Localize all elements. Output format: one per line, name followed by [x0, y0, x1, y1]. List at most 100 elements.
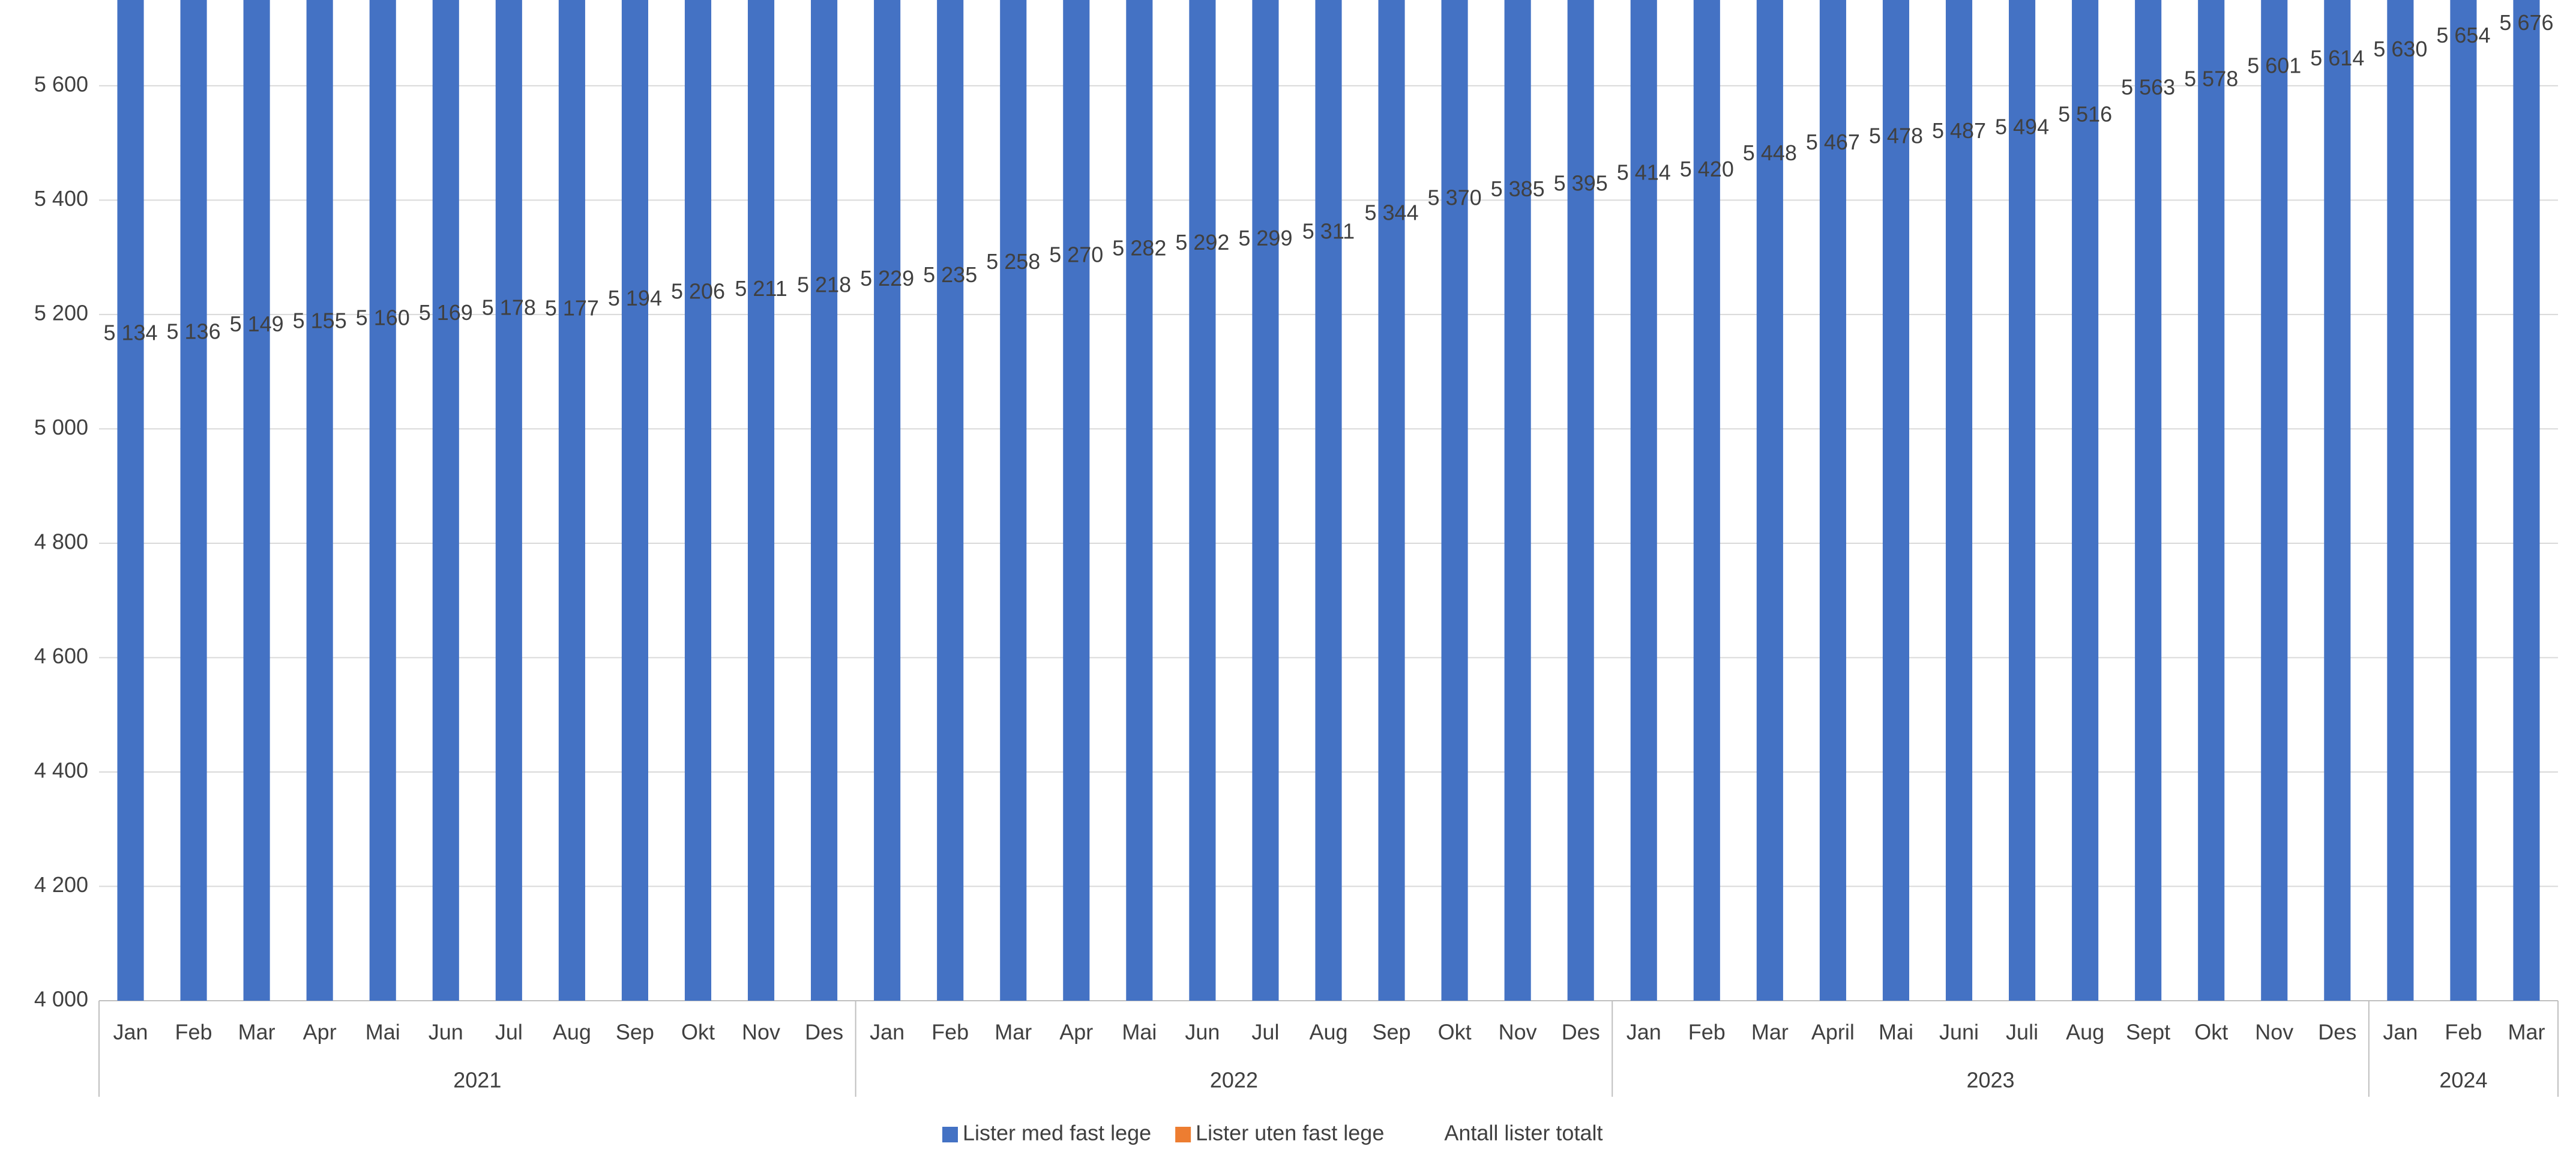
legend-label: Antall lister totalt [1444, 1121, 1602, 1145]
x-tick-label: Jan [2383, 1020, 2418, 1045]
bar-segment [1756, 0, 1783, 1001]
x-tick-label: Sep [616, 1020, 654, 1045]
x-tick-label: Aug [553, 1020, 591, 1045]
bar-segment [558, 0, 585, 1001]
y-tick-label: 5 200 [34, 300, 88, 325]
legend-swatch [942, 1127, 958, 1142]
bar-segment [2450, 0, 2477, 1001]
total-label: 5 177 [545, 295, 599, 320]
total-label: 5 601 [2247, 53, 2301, 77]
total-label: 5 487 [1932, 118, 1986, 143]
total-label: 5 136 [167, 319, 221, 343]
x-tick-label: Apr [303, 1020, 337, 1045]
x-tick-label: Des [805, 1020, 843, 1045]
x-tick-label: Nov [742, 1020, 780, 1045]
y-tick-label: 5 000 [34, 415, 88, 439]
total-label: 5 149 [230, 312, 284, 336]
y-tick-label: 5 600 [34, 71, 88, 96]
bar-segment [2072, 0, 2099, 1001]
total-label: 5 258 [986, 249, 1040, 274]
y-tick-label: 5 400 [34, 186, 88, 211]
group-label: 2021 [453, 1068, 501, 1093]
bar-segment [811, 0, 838, 1001]
total-label: 5 578 [2184, 66, 2238, 91]
bar-segment [495, 0, 522, 1001]
total-label: 5 654 [2436, 23, 2490, 47]
x-tick-label: Jan [1627, 1020, 1661, 1045]
legend-label: Lister uten fast lege [1196, 1121, 1384, 1145]
total-label: 5 370 [1428, 185, 1482, 210]
y-tick-label: 4 800 [34, 529, 88, 553]
bar-segment [1567, 0, 1594, 1001]
total-label: 5 676 [2499, 10, 2553, 35]
x-tick-label: Feb [931, 1020, 969, 1045]
bar-segment [1945, 0, 1973, 1001]
bar-segment [1315, 0, 1342, 1001]
total-label: 5 211 [735, 276, 787, 301]
x-tick-label: Des [1562, 1020, 1600, 1045]
total-label: 5 292 [1175, 230, 1229, 255]
total-label: 5 194 [608, 286, 662, 310]
bar-segment [1693, 0, 1720, 1001]
x-tick-label: Nov [2255, 1020, 2293, 1045]
x-tick-label: Aug [1309, 1020, 1347, 1045]
group-label: 2022 [1210, 1068, 1258, 1093]
bar-segment [2009, 0, 2036, 1001]
x-tick-label: Mai [1122, 1020, 1157, 1045]
bar-segment [180, 0, 207, 1001]
x-tick-label: Mar [995, 1020, 1032, 1045]
total-label: 5 344 [1365, 200, 1419, 225]
bar-segment [2387, 0, 2414, 1001]
bar-segment [1630, 0, 1657, 1001]
bar-segment [1504, 0, 1531, 1001]
bar-segment [1126, 0, 1153, 1001]
bar-segment [1000, 0, 1027, 1001]
total-label: 5 218 [797, 272, 851, 297]
x-tick-label: Mar [1751, 1020, 1789, 1045]
x-tick-label: Juli [2006, 1020, 2038, 1045]
total-label: 5 448 [1743, 140, 1797, 165]
bar-segment [2135, 0, 2162, 1001]
y-tick-label: 4 000 [34, 987, 88, 1012]
bar-segment [432, 0, 459, 1001]
legend-swatch [1175, 1127, 1191, 1142]
bar-segment [243, 0, 270, 1001]
total-label: 5 282 [1112, 235, 1166, 260]
x-tick-label: Mai [1879, 1020, 1913, 1045]
bar-segment [306, 0, 333, 1001]
y-tick-label: 4 600 [34, 644, 88, 668]
total-label: 5 299 [1238, 226, 1292, 250]
x-tick-label: Jan [113, 1020, 148, 1045]
bar-segment [1189, 0, 1216, 1001]
bar-segment [621, 0, 648, 1001]
total-label: 5 395 [1554, 171, 1608, 196]
total-label: 5 385 [1491, 176, 1545, 201]
bar-segment [1882, 0, 1910, 1001]
y-tick-label: 4 400 [34, 758, 88, 782]
total-label: 5 206 [671, 279, 725, 304]
x-tick-label: Aug [2066, 1020, 2104, 1045]
x-tick-label: April [1811, 1020, 1855, 1045]
x-tick-label: Okt [1438, 1020, 1472, 1045]
total-label: 5 420 [1680, 157, 1734, 181]
bar-segment [117, 0, 144, 1001]
x-tick-label: Juni [1939, 1020, 1979, 1045]
total-label: 5 311 [1302, 219, 1355, 244]
total-label: 5 630 [2373, 37, 2427, 61]
total-label: 5 178 [482, 295, 536, 319]
legend-label: Lister med fast lege [963, 1121, 1151, 1145]
x-tick-label: Mar [238, 1020, 275, 1045]
bar-segment [1063, 0, 1090, 1001]
x-tick-label: Sept [2126, 1020, 2170, 1045]
bar-segment [1441, 0, 1468, 1001]
x-tick-label: Sep [1373, 1020, 1411, 1045]
total-label: 5 155 [293, 308, 347, 333]
x-tick-label: Feb [1688, 1020, 1726, 1045]
group-label: 2024 [2439, 1068, 2487, 1093]
total-label: 5 516 [2058, 101, 2112, 126]
bar-segment [369, 0, 396, 1001]
x-tick-label: Des [2318, 1020, 2356, 1045]
total-label: 5 270 [1049, 243, 1103, 267]
x-tick-label: Jun [1185, 1020, 1220, 1045]
